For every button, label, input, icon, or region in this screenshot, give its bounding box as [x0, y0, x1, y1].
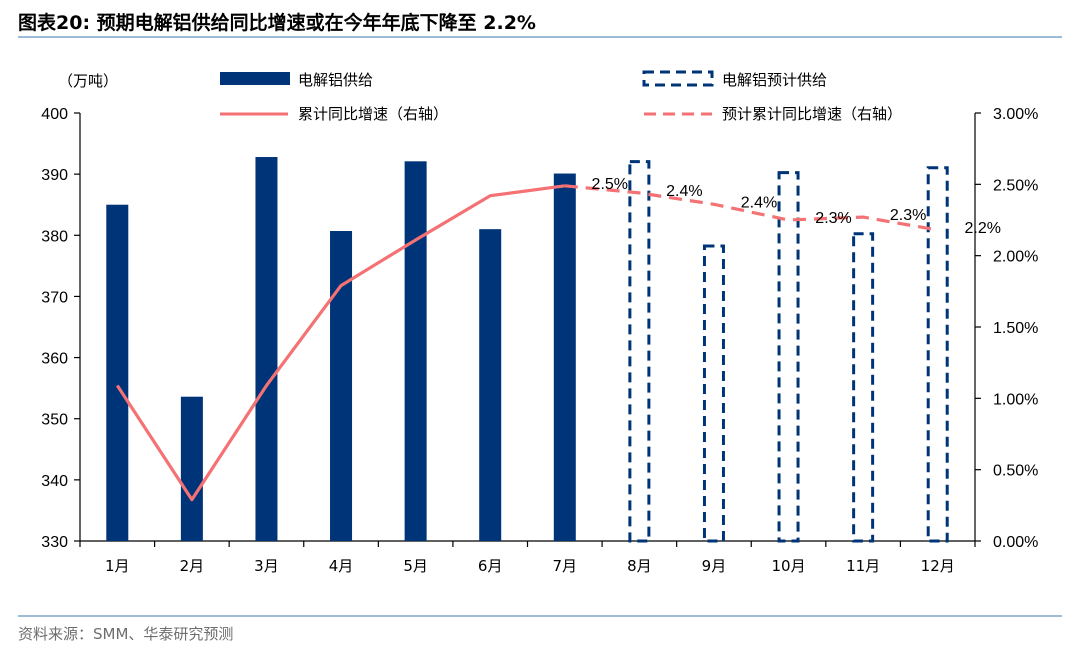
data-label: 2.3%	[815, 210, 851, 227]
x-tick-label: 9月	[702, 557, 727, 575]
bar-forecast-supply	[702, 244, 725, 543]
y-tick-left-label: 350	[41, 412, 68, 429]
legend-label-forecast-supply: 电解铝预计供给	[722, 71, 827, 89]
data-labels: 2.5% 2.4% 2.4% 2.3% 2.3% 2.2%	[592, 176, 1001, 237]
bar-supply	[255, 157, 278, 541]
bar-supply	[553, 173, 576, 541]
x-tick-label: 3月	[254, 557, 279, 575]
legend-label-yoy: 累计同比增速（右轴）	[298, 105, 448, 123]
legend-swatch-supply	[220, 72, 290, 85]
x-tick-labels: 1月 2月 3月 4月 5月 6月 7月 8月 9月 10月 11月 12月	[79, 541, 976, 575]
y-ticks-left: 330 340 350 360 370 380 390 400	[41, 106, 80, 551]
legend-label-forecast-yoy: 预计累计同比增速（右轴）	[722, 105, 902, 123]
bar-supply	[479, 229, 502, 541]
bar-forecast-supply	[852, 232, 875, 543]
y-tick-left-label: 390	[41, 167, 68, 184]
footer-rule	[18, 615, 1062, 617]
legend: 电解铝供给 电解铝预计供给 累计同比增速（右轴） 预计累计同比增速（右轴）	[220, 70, 902, 123]
x-tick-label: 12月	[921, 557, 955, 575]
y-tick-left-label: 380	[41, 228, 68, 245]
y-tick-left-label: 330	[41, 534, 68, 551]
source-note: 资料来源：SMM、华泰研究预测	[18, 625, 234, 643]
bar-supply	[180, 396, 203, 541]
y-tick-right-label: 0.50%	[993, 463, 1038, 480]
x-tick-label: 8月	[627, 557, 652, 575]
x-tick-label: 10月	[771, 557, 805, 575]
data-label: 2.5%	[592, 176, 628, 193]
line-yoy	[115, 184, 566, 502]
y-ticks-right: 0.00% 0.50% 1.00% 1.50% 2.00% 2.50% 3.00%	[975, 106, 1038, 551]
bar-supply	[106, 204, 129, 541]
data-label: 2.2%	[964, 220, 1000, 237]
bar-forecast-supply	[926, 166, 949, 543]
bar-supply	[330, 231, 353, 541]
y-tick-left-label: 400	[41, 106, 68, 123]
y-tick-left-label: 370	[41, 289, 68, 306]
chart-area: （万吨） 电解铝供给 电解铝预计供给 累计同比增速（右轴） 预计累计同比增速（右…	[41, 70, 1038, 575]
bars	[106, 157, 949, 543]
x-tick-label: 2月	[180, 557, 205, 575]
y-tick-right-label: 0.00%	[993, 534, 1038, 551]
y-tick-right-label: 1.50%	[993, 320, 1038, 337]
bar-forecast-supply	[628, 160, 651, 543]
y-tick-right-label: 2.00%	[993, 249, 1038, 266]
lines	[115, 184, 938, 502]
chart-title: 图表20: 预期电解铝供给同比增速或在今年年底下降至 2.2%	[18, 12, 536, 34]
y-tick-left-label: 360	[41, 351, 68, 368]
legend-label-supply: 电解铝供给	[298, 71, 373, 89]
y-tick-right-label: 2.50%	[993, 177, 1038, 194]
data-label: 2.4%	[741, 194, 777, 211]
x-tick-label: 7月	[553, 557, 578, 575]
x-tick-label: 11月	[846, 557, 880, 575]
y-tick-right-label: 1.00%	[993, 391, 1038, 408]
data-label: 2.4%	[666, 183, 702, 200]
x-tick-label: 6月	[478, 557, 503, 575]
x-tick-label: 5月	[403, 557, 428, 575]
left-axis-unit: （万吨）	[58, 72, 118, 90]
legend-swatch-forecast-supply	[642, 70, 714, 87]
title-rule	[18, 36, 1062, 38]
bar-supply	[404, 161, 427, 541]
x-tick-label: 1月	[105, 557, 130, 575]
y-tick-right-label: 3.00%	[993, 106, 1038, 123]
x-tick-label: 4月	[329, 557, 354, 575]
y-tick-left-label: 340	[41, 473, 68, 490]
data-label: 2.3%	[890, 207, 926, 224]
bar-forecast-supply	[777, 171, 800, 543]
